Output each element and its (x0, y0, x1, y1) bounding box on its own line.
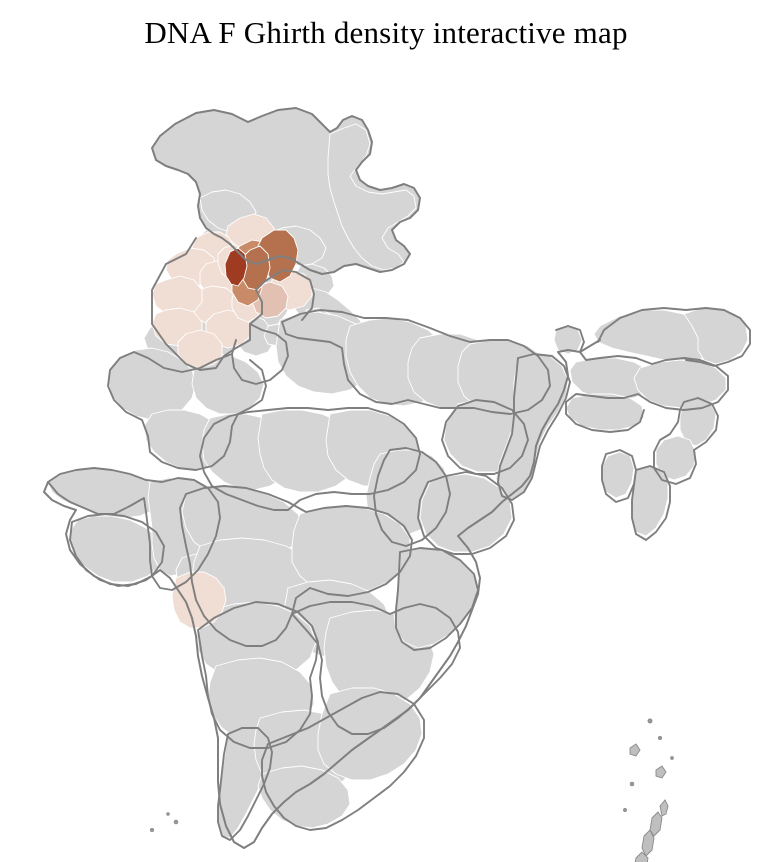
border-telangana-andhra (291, 601, 461, 735)
border-punjab-himachal (151, 237, 315, 371)
border-rajasthan (107, 351, 267, 471)
border-andhra-coast (395, 547, 479, 651)
border-nagaland-manipur (653, 397, 719, 485)
island-lakshadweep-2 (173, 819, 179, 825)
border-up (281, 309, 551, 415)
border-bihar-jharkhand (441, 399, 529, 475)
state-boundaries-group (43, 107, 751, 849)
island-dot-e (670, 756, 674, 760)
border-kerala (217, 727, 273, 841)
district-manipur (655, 435, 697, 481)
border-chhattisgarh (373, 447, 451, 547)
island-lakshadweep-1 (149, 827, 155, 833)
border-arunachal (597, 307, 751, 367)
island-great-nicobar (655, 765, 667, 779)
island-dot-c (629, 781, 635, 787)
border-haryana (231, 323, 289, 385)
map-hit-layer[interactable] (0, 58, 772, 862)
border-mp (199, 407, 421, 511)
border-northeast-assam (555, 325, 729, 433)
border-maharashtra (179, 485, 413, 647)
border-west-bengal (497, 353, 571, 501)
island-dot-d (623, 808, 627, 812)
border-india-coast-west (43, 339, 601, 849)
district-tamilnadu-s (257, 765, 351, 829)
border-mizoram-tripura (601, 449, 671, 541)
island-dot-a (647, 718, 653, 724)
andaman-nicobar-islands (623, 718, 674, 862)
page-title: DNA F Ghirth density interactive map (144, 15, 628, 50)
district-odisha (419, 473, 513, 553)
island-lakshadweep-3 (166, 812, 170, 816)
district-hamirpur (224, 247, 248, 287)
lakshadweep-islands (149, 812, 179, 833)
island-car-nicobar (629, 743, 641, 757)
island-north-andaman (659, 799, 669, 817)
border-tamilnadu (261, 691, 425, 831)
border-jk-outline (151, 107, 421, 275)
map-canvas[interactable] (0, 58, 772, 862)
island-south-andaman (641, 829, 655, 857)
district-punjab-s (177, 329, 223, 369)
border-gujarat-saurashtra (69, 513, 165, 587)
india-map-svg[interactable] (0, 58, 772, 862)
border-odisha (417, 471, 515, 555)
island-little-andaman (634, 851, 649, 862)
island-dot-b (657, 735, 663, 741)
